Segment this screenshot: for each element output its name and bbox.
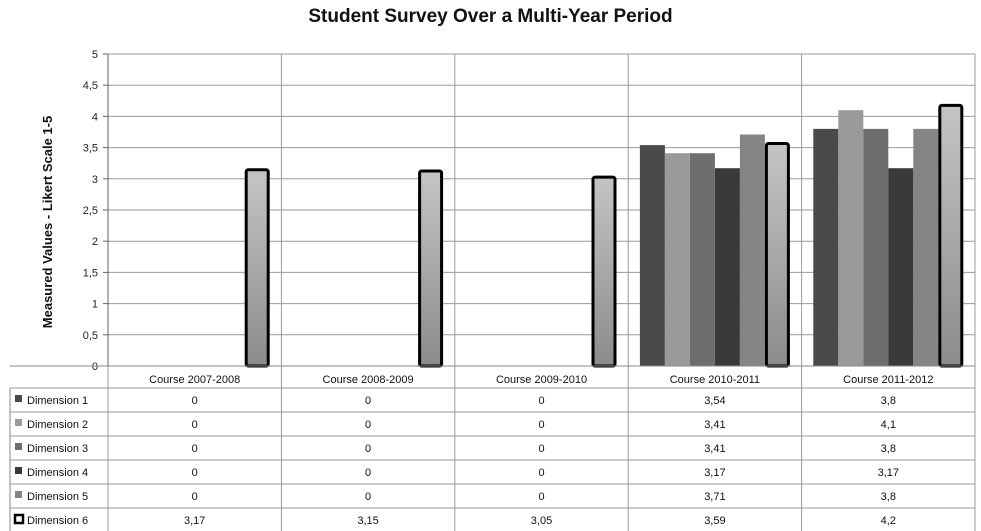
legend-key-1 [15,395,22,402]
bar-dimension-3-3 [689,153,715,366]
y-tick-label: 5 [92,49,98,61]
bar-dimension-5-3 [739,134,765,366]
bar-dimension-2-3 [664,153,690,366]
data-label: 3,8 [881,443,896,455]
bar-dimension-3-4 [863,128,889,366]
data-table: Course 2007-2008 Course 2008-2009 Course 2… [9,365,975,531]
data-label: 0 [365,467,371,479]
legend-key-2 [15,419,22,426]
y-tick-label: 0,5 [83,330,98,342]
legend-key-5 [15,491,22,498]
data-label: 3,05 [531,515,552,527]
category-label: Course 2007-2008 [149,374,240,386]
bar-dimension-6-3 [764,141,790,368]
legend-key-4 [15,467,22,474]
data-label: 0 [365,491,371,503]
data-label: 0 [192,395,198,407]
data-label: 0 [538,419,544,431]
y-tick-label: 0 [92,361,98,373]
y-tick-label: 3 [92,174,98,186]
data-label: 3,41 [704,443,725,455]
bar-dimension-4-3 [714,168,740,366]
category-label: Course 2011-2012 [843,374,933,386]
data-label: 3,17 [184,515,205,527]
bar-dimension-1-3 [639,145,665,366]
data-label: 3,41 [704,419,725,431]
bar-dimension-6-1 [418,169,444,368]
series-name: Dimension 4 [27,467,88,479]
category-label: Course 2010-2011 [670,374,760,386]
data-label: 0 [365,443,371,455]
data-label: 0 [365,395,371,407]
data-label: 3,71 [704,491,725,503]
data-label: 3,8 [881,395,896,407]
bar-dimension-1-4 [813,128,839,366]
bar-dimension-2-4 [838,110,864,366]
bar-dimension-5-4 [913,128,939,366]
data-label: 0 [192,467,198,479]
y-tick-label: 4 [92,111,98,123]
y-tick-label: 4,5 [83,80,98,92]
data-label: 0 [538,443,544,455]
bars [244,103,964,368]
legend-key-6 [13,513,25,525]
data-label: 0 [192,491,198,503]
data-label: 3,59 [704,515,725,527]
data-label: 0 [192,443,198,455]
series-name: Dimension 2 [27,419,88,431]
y-axis-label: Measured Values - Likert Scale 1-5 [40,116,55,328]
y-tick-label: 2 [92,236,98,248]
data-label: 3,54 [704,395,725,407]
y-tick-label: 1,5 [83,267,98,279]
data-label: 0 [538,467,544,479]
data-label: 3,8 [881,491,896,503]
bar-dimension-6-0 [244,168,270,368]
data-label: 0 [192,419,198,431]
series-name: Dimension 3 [27,443,88,455]
series-name: Dimension 1 [27,395,88,407]
data-label: 0 [365,419,371,431]
y-tick-label: 3,5 [83,143,98,155]
y-tick-label: 2,5 [83,205,98,217]
category-label: Course 2008-2009 [323,374,414,386]
data-label: 4,1 [881,419,896,431]
y-tick-labels: 0 0,5 1 1,5 2 2,5 3 3,5 4 4,5 5 [83,49,98,373]
series-name: Dimension 5 [27,491,88,503]
y-tick-label: 1 [92,299,98,311]
bar-dimension-6-4 [938,103,964,368]
data-label: 3,17 [704,467,725,479]
data-label: 0 [538,491,544,503]
data-label: 3,17 [878,467,899,479]
data-label: 3,15 [357,515,378,527]
series-name: Dimension 6 [27,515,88,527]
bar-dimension-6-2 [591,175,617,368]
bar-dimension-4-4 [888,168,914,366]
chart-title: Student Survey Over a Multi-Year Period [308,6,673,27]
data-label: 0 [538,395,544,407]
category-label: Course 2009-2010 [496,374,587,386]
data-label: 4,2 [881,515,896,527]
legend-key-3 [15,443,22,450]
